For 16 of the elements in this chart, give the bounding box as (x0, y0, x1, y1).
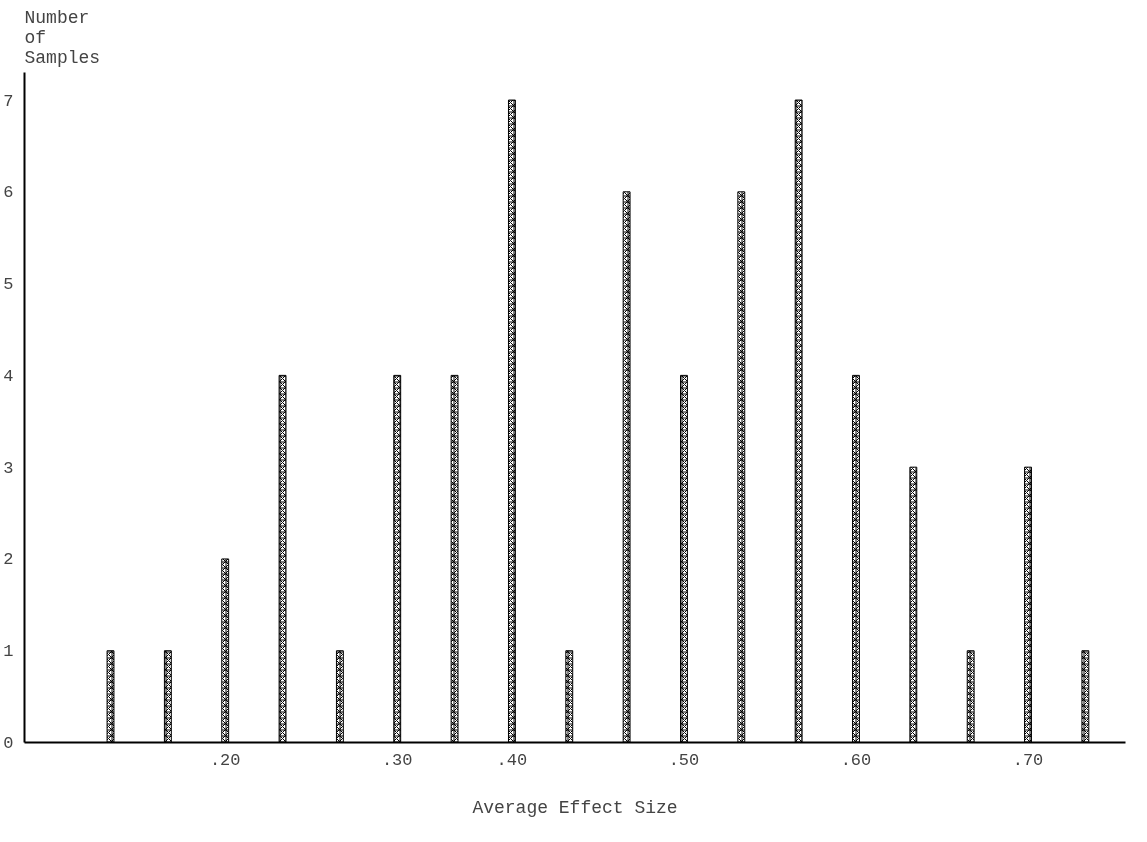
y-tick-label: 1 (3, 642, 14, 662)
y-tick-label: 4 (3, 366, 14, 386)
x-tick-label: .30 (381, 750, 413, 770)
y-tick-label: 0 (3, 734, 14, 753)
y-tick-label: 7 (3, 91, 14, 111)
y-tick-label: 5 (3, 275, 14, 295)
y-tick-label: 3 (3, 458, 14, 478)
x-tick-label: .70 (1012, 750, 1044, 770)
x-tick-label: .40 (496, 750, 528, 770)
y-tick-label: 6 (3, 183, 14, 203)
y-axis-title: Number of Samples (24, 7, 101, 68)
x-tick-label: .60 (840, 750, 872, 770)
x-tick-label: .50 (668, 750, 700, 770)
y-tick-label: 2 (3, 550, 14, 570)
x-tick-label: .20 (209, 750, 241, 770)
x-axis-title: Average Effect Size (472, 797, 678, 818)
